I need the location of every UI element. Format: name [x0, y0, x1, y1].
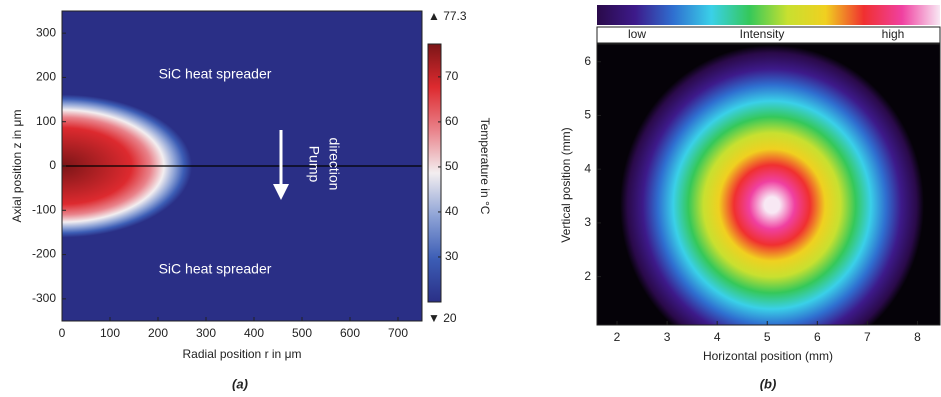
x-tick-label: 200	[148, 326, 168, 340]
x-axis-label: Radial position r in μm	[183, 347, 302, 361]
beam-image	[597, 44, 940, 325]
x-tick-label: 6	[814, 330, 821, 344]
x-axis-label: Horizontal position (mm)	[703, 349, 833, 363]
y-tick-label: -300	[32, 291, 56, 305]
y-tick-label: 300	[36, 25, 56, 39]
annotation: SiC heat spreader	[159, 261, 272, 277]
colorbar-tick-label: 60	[445, 114, 459, 128]
x-tick-label: 8	[914, 330, 921, 344]
page: SiC heat spreader SiC heat spreader Pump…	[0, 0, 941, 397]
x-tick-label: 700	[388, 326, 408, 340]
figure: SiC heat spreader SiC heat spreader Pump…	[0, 0, 941, 397]
x-tick-label: 300	[196, 326, 216, 340]
x-tick-label: 500	[292, 326, 312, 340]
colorbar-tick-label: 50	[445, 159, 459, 173]
x-tick-label: 3	[664, 330, 671, 344]
x-tick-label: 100	[100, 326, 120, 340]
colorbar-label: Temperature in °C	[478, 118, 492, 215]
y-tick-label: 5	[584, 108, 591, 122]
y-tick-label: 6	[584, 54, 591, 68]
annotation: Pump	[306, 146, 322, 183]
caption: (b)	[760, 376, 777, 391]
caption: (a)	[232, 376, 248, 391]
y-tick-label: 3	[584, 215, 591, 229]
colorbar	[597, 5, 940, 25]
y-tick-label: 200	[36, 70, 56, 84]
x-tick-label: 2	[614, 330, 621, 344]
colorbar-tick-label: low	[628, 27, 646, 41]
colorbar-max-label: ▲ 77.3	[428, 9, 467, 23]
colorbar-tick-label: Intensity	[740, 27, 785, 41]
x-tick-label: 5	[764, 330, 771, 344]
x-tick-label: 0	[59, 326, 66, 340]
colorbar-tick-label: 30	[445, 249, 459, 263]
colorbar-tick-label: 40	[445, 204, 459, 218]
y-tick-label: -100	[32, 202, 56, 216]
x-tick-label: 400	[244, 326, 264, 340]
x-tick-label: 7	[864, 330, 871, 344]
y-tick-label: 100	[36, 114, 56, 128]
y-tick-label: 4	[584, 161, 591, 175]
colorbar-tick-label: 70	[445, 69, 459, 83]
x-tick-label: 4	[714, 330, 721, 344]
y-tick-label: 0	[49, 158, 56, 172]
colorbar-tick-label: high	[882, 27, 905, 41]
annotation: direction	[326, 138, 342, 191]
colorbar	[428, 44, 441, 302]
colorbar-min-label: ▼ 20	[428, 311, 457, 325]
x-tick-label: 600	[340, 326, 360, 340]
annotation: SiC heat spreader	[159, 66, 272, 82]
y-tick-label: -200	[32, 247, 56, 261]
y-axis-label: Vertical position (mm)	[559, 127, 573, 242]
y-axis-label: Axial position z in μm	[10, 110, 24, 223]
y-tick-label: 2	[584, 269, 591, 283]
